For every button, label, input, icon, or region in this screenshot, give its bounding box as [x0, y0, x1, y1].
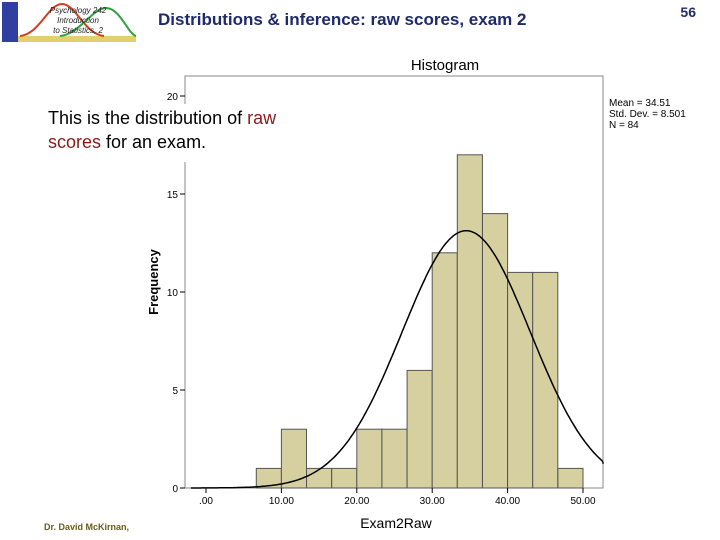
logo-line-2: Introduction	[57, 16, 99, 25]
y-tick-label: 0	[172, 484, 178, 495]
y-tick-label: 10	[167, 288, 179, 299]
caption-highlight-scores: scores	[48, 132, 102, 152]
x-tick-label: 30.00	[420, 496, 445, 507]
x-tick-label: 50.00	[570, 496, 595, 507]
x-tick-label: 20.00	[344, 496, 369, 507]
stats-line: Std. Dev. = 8.501	[609, 109, 686, 120]
y-axis: 0 5 10 15 20	[167, 92, 185, 495]
stats-line: Mean = 34.51	[609, 98, 671, 109]
x-axis-label: Exam2Raw	[360, 515, 432, 531]
course-logo: Psychology 242 Introduction to Statistic…	[0, 0, 140, 46]
bell-curve-logo-icon	[2, 2, 137, 42]
caption-box: This is the distribution of raw scores fo…	[44, 104, 390, 162]
slide-title: Distributions & inference: raw scores, e…	[158, 10, 527, 29]
x-tick-label: .00	[199, 496, 213, 507]
histogram-bar	[381, 428, 408, 489]
footer-author: Dr. David McKirnan,	[44, 522, 130, 532]
histogram-bar	[431, 252, 458, 489]
histogram-bar	[557, 467, 584, 489]
histogram-bar	[507, 271, 534, 489]
histogram-bar	[306, 467, 333, 489]
y-tick-label: 15	[167, 190, 179, 201]
histogram-bar	[532, 271, 559, 489]
caption-text-1: This is the distribution of	[48, 108, 248, 128]
stats-line: N = 84	[609, 120, 639, 131]
chart-title: Histogram	[411, 57, 479, 74]
logo-line-1: Psychology 242	[49, 6, 107, 15]
x-tick-label: 10.00	[269, 496, 294, 507]
histogram-bar	[481, 213, 509, 489]
logo-text: Psychology 242 Introduction to Statistic…	[30, 6, 126, 36]
x-axis: .00 10.00 20.00 30.00 40.00 50.00	[199, 488, 596, 507]
y-axis-label: Frequency	[146, 248, 161, 315]
caption-highlight-raw: raw	[247, 108, 277, 128]
y-tick-label: 5	[172, 386, 178, 397]
histogram-bar	[406, 369, 433, 489]
page-number: 56	[680, 4, 696, 20]
histogram-bar	[456, 154, 483, 489]
histogram-bar	[356, 428, 383, 489]
histogram-bar	[280, 428, 308, 489]
x-tick-label: 40.00	[495, 496, 520, 507]
normal-curve-line	[190, 229, 604, 489]
histogram-bar	[331, 467, 358, 489]
y-tick-label: 20	[167, 92, 179, 103]
logo-line-3: to Statistics, 2	[53, 26, 103, 35]
caption-text-2: for an exam.	[101, 132, 207, 152]
